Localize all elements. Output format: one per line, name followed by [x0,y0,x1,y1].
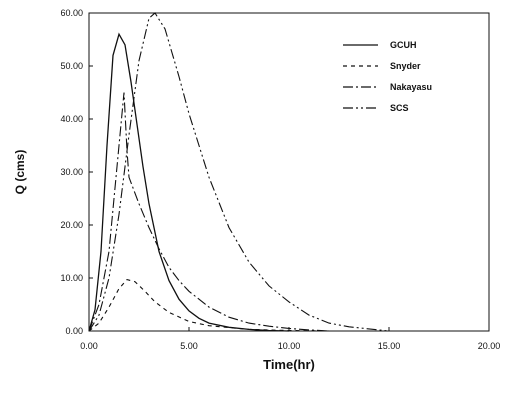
x-axis-title: Time(hr) [263,357,315,372]
y-tick-label: 20.00 [60,220,83,230]
y-tick-label: 60.00 [60,8,83,18]
series-lines [88,12,390,332]
x-tick-label: 20.00 [478,341,501,351]
legend-label-scs: SCS [390,103,409,113]
y-axis-title: Q (cms) [13,150,27,195]
x-tick-label: 5.00 [180,341,198,351]
x-axis-ticks: 0.00 5.00 10.00 15.00 20.00 [80,327,500,351]
x-tick-label: 15.00 [378,341,401,351]
series-line-scs [88,12,390,332]
legend-label-snyder: Snyder [390,61,421,71]
series-line-nakayasu [88,92,330,332]
y-tick-label: 50.00 [60,61,83,71]
legend-label-nakayasu: Nakayasu [390,82,432,92]
series-line-snyder [88,278,330,332]
y-tick-label: 0.00 [65,326,83,336]
y-axis-ticks: 0.00 10.00 20.00 30.00 40.00 50.00 60.00 [60,8,93,336]
legend: GCUH Snyder Nakayasu SCS [343,40,432,113]
plot-frame [88,12,490,332]
y-tick-label: 10.00 [60,273,83,283]
legend-label-gcuh: GCUH [390,40,417,50]
y-tick-label: 40.00 [60,114,83,124]
x-tick-label: 0.00 [80,341,98,351]
series-line-gcuh [88,32,290,332]
y-tick-label: 30.00 [60,167,83,177]
x-tick-label: 10.00 [278,341,301,351]
